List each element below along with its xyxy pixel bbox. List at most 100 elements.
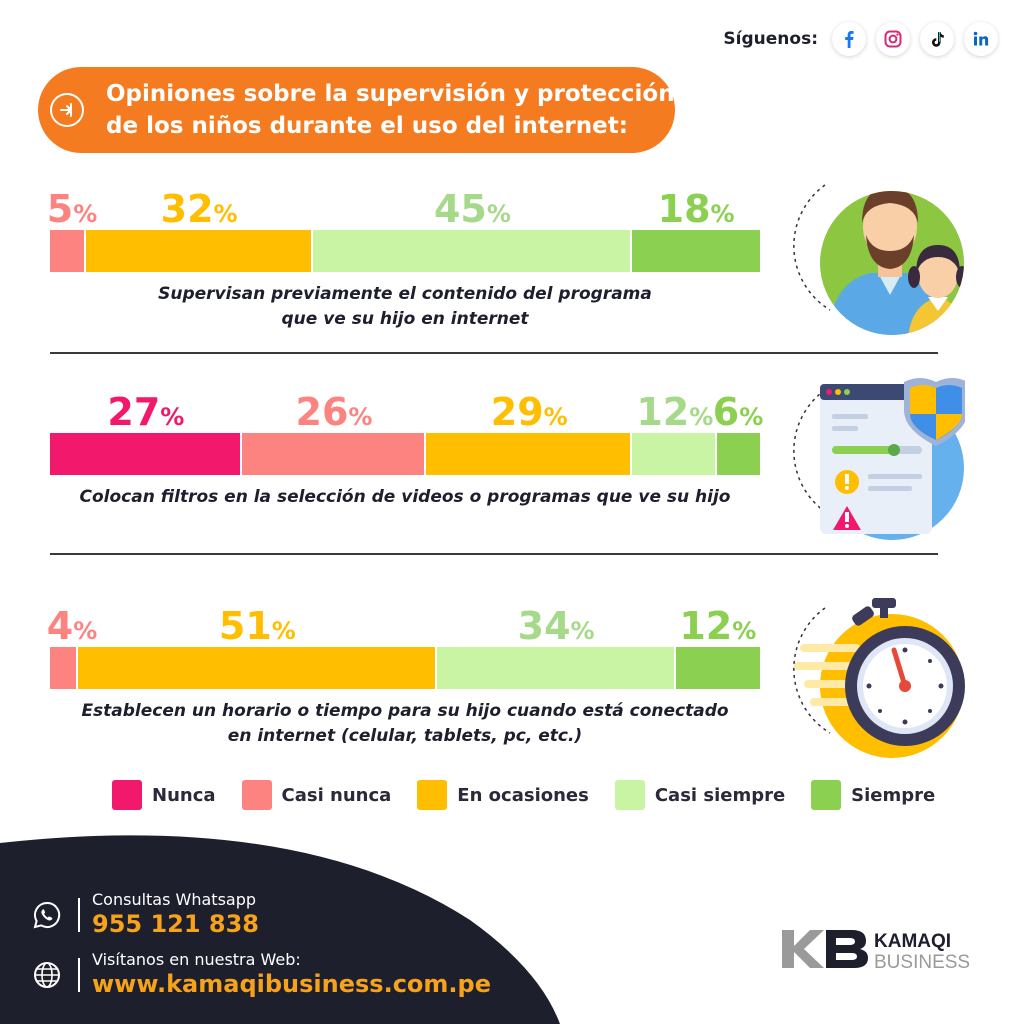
legend-label: Casi siempre	[654, 784, 786, 806]
caption-line: Establecen un horario o tiempo para su h…	[81, 701, 729, 721]
data-label-unit: %	[486, 200, 511, 228]
globe-icon	[30, 958, 64, 992]
data-label: 5%	[47, 190, 98, 228]
data-label-value: 12	[679, 604, 733, 648]
bar-segment-nunca	[50, 433, 242, 475]
stacked-bar	[50, 647, 760, 689]
linkedin-icon[interactable]	[964, 22, 998, 56]
separator	[78, 898, 80, 932]
data-label-unit: %	[732, 617, 757, 645]
data-label-value: 4	[46, 604, 74, 648]
legend-item: Casi nunca	[241, 780, 392, 810]
parent-child-icon	[793, 184, 964, 335]
row-caption: Colocan filtros en la selección de video…	[50, 485, 760, 510]
data-label: 29%	[491, 393, 568, 431]
web-url-link[interactable]: www.kamaqibusiness.com.pe	[92, 970, 491, 998]
data-label: 18%	[658, 190, 735, 228]
title-banner: Opiniones sobre la supervisión y protecc…	[38, 67, 675, 153]
data-label-value: 5	[46, 187, 74, 231]
data-label-value: 34	[517, 604, 571, 648]
data-label-value: 12	[636, 390, 690, 434]
legend-item: Casi siempre	[614, 780, 786, 810]
data-label-value: 26	[295, 390, 349, 434]
whatsapp-label: Consultas Whatsapp	[92, 890, 257, 909]
whatsapp-icon	[30, 898, 64, 932]
bar-segment-en-ocasiones	[78, 647, 437, 689]
legend-label: En ocasiones	[457, 784, 589, 806]
legend-item: En ocasiones	[417, 780, 589, 810]
bar-segment-siempre	[632, 230, 760, 272]
data-label: 12%	[679, 607, 756, 645]
brand-subtitle: BUSINESS	[874, 952, 970, 972]
stacked-bar	[50, 230, 760, 272]
bar-segment-casi-siempre	[312, 230, 633, 272]
legend-swatch	[811, 780, 842, 810]
data-label-unit: %	[160, 403, 185, 431]
legend-swatch	[417, 780, 448, 810]
caption-line: que ve su hijo en internet	[281, 309, 529, 329]
data-label-unit: %	[73, 617, 98, 645]
data-label-unit: %	[73, 200, 98, 228]
data-label-value: 45	[433, 187, 487, 231]
row-caption: Supervisan previamente el contenido del …	[50, 282, 760, 332]
data-label: 34%	[518, 607, 595, 645]
title-line-1: Opiniones sobre la supervisión y protecc…	[106, 81, 675, 107]
data-label: 12%	[636, 393, 713, 431]
legend-label: Siempre	[851, 784, 936, 806]
title-line-2: de los niños durante el uso del internet…	[106, 113, 628, 139]
bar-segment-siempre	[675, 647, 760, 689]
data-label-unit: %	[543, 403, 568, 431]
brand-name: KAMAQI	[874, 931, 951, 952]
row-caption: Establecen un horario o tiempo para su h…	[50, 699, 760, 749]
facebook-icon[interactable]	[832, 22, 866, 56]
caption-line: en internet (celular, tablets, pc, etc.)	[227, 726, 583, 746]
bar-segment-casi-nunca	[50, 230, 86, 272]
legend-swatch	[112, 780, 142, 810]
bar-segment-en-ocasiones	[426, 433, 633, 475]
legend-item: Nunca	[112, 780, 216, 810]
legend-label: Casi nunca	[281, 784, 392, 806]
arrow-right-icon	[50, 93, 84, 127]
data-label-unit: %	[739, 403, 764, 431]
separator	[78, 958, 80, 992]
data-label: 6%	[713, 393, 764, 431]
divider	[50, 553, 938, 555]
bar-segment-casi-nunca	[241, 433, 427, 475]
instagram-icon[interactable]	[876, 22, 910, 56]
whatsapp-number[interactable]: 955 121 838	[92, 910, 260, 938]
data-label-value: 51	[218, 604, 272, 648]
bar-segment-casi-nunca	[50, 647, 79, 689]
data-label-unit: %	[348, 403, 373, 431]
social-bar: Síguenos:	[723, 22, 998, 56]
shield-browser-icon	[793, 378, 965, 540]
data-label: 51%	[219, 607, 296, 645]
data-label-unit: %	[213, 200, 238, 228]
data-label-unit: %	[570, 617, 595, 645]
caption-line: Colocan filtros en la selección de video…	[79, 487, 731, 507]
data-label-value: 29	[490, 390, 544, 434]
bar-segment-siempre	[717, 433, 760, 475]
stopwatch-icon	[793, 598, 965, 758]
data-label: 4%	[47, 607, 98, 645]
data-label: 26%	[296, 393, 373, 431]
tiktok-icon[interactable]	[920, 22, 954, 56]
data-label-value: 6	[712, 390, 740, 434]
web-label: Visítanos en nuestra Web:	[92, 950, 301, 969]
legend-item: Siempre	[811, 780, 935, 810]
kamaqi-business-logo: KAMAQI BUSINESS	[782, 930, 970, 972]
social-label: Síguenos:	[723, 29, 818, 49]
divider	[50, 352, 938, 354]
legend-label: Nunca	[152, 784, 216, 806]
chart-legend: Nunca Casi nunca En ocasiones Casi siempre S…	[112, 780, 935, 810]
data-label: 27%	[107, 393, 184, 431]
data-label: 45%	[434, 190, 511, 228]
bar-segment-casi-siempre	[436, 647, 676, 689]
bar-segment-casi-siempre	[632, 433, 718, 475]
data-label-unit: %	[689, 403, 714, 431]
stacked-bar	[50, 433, 760, 475]
page-title: Opiniones sobre la supervisión y protecc…	[106, 78, 675, 142]
data-label: 32%	[161, 190, 238, 228]
data-label-unit: %	[710, 200, 735, 228]
bar-segment-en-ocasiones	[85, 230, 313, 272]
data-label-value: 32	[160, 187, 214, 231]
